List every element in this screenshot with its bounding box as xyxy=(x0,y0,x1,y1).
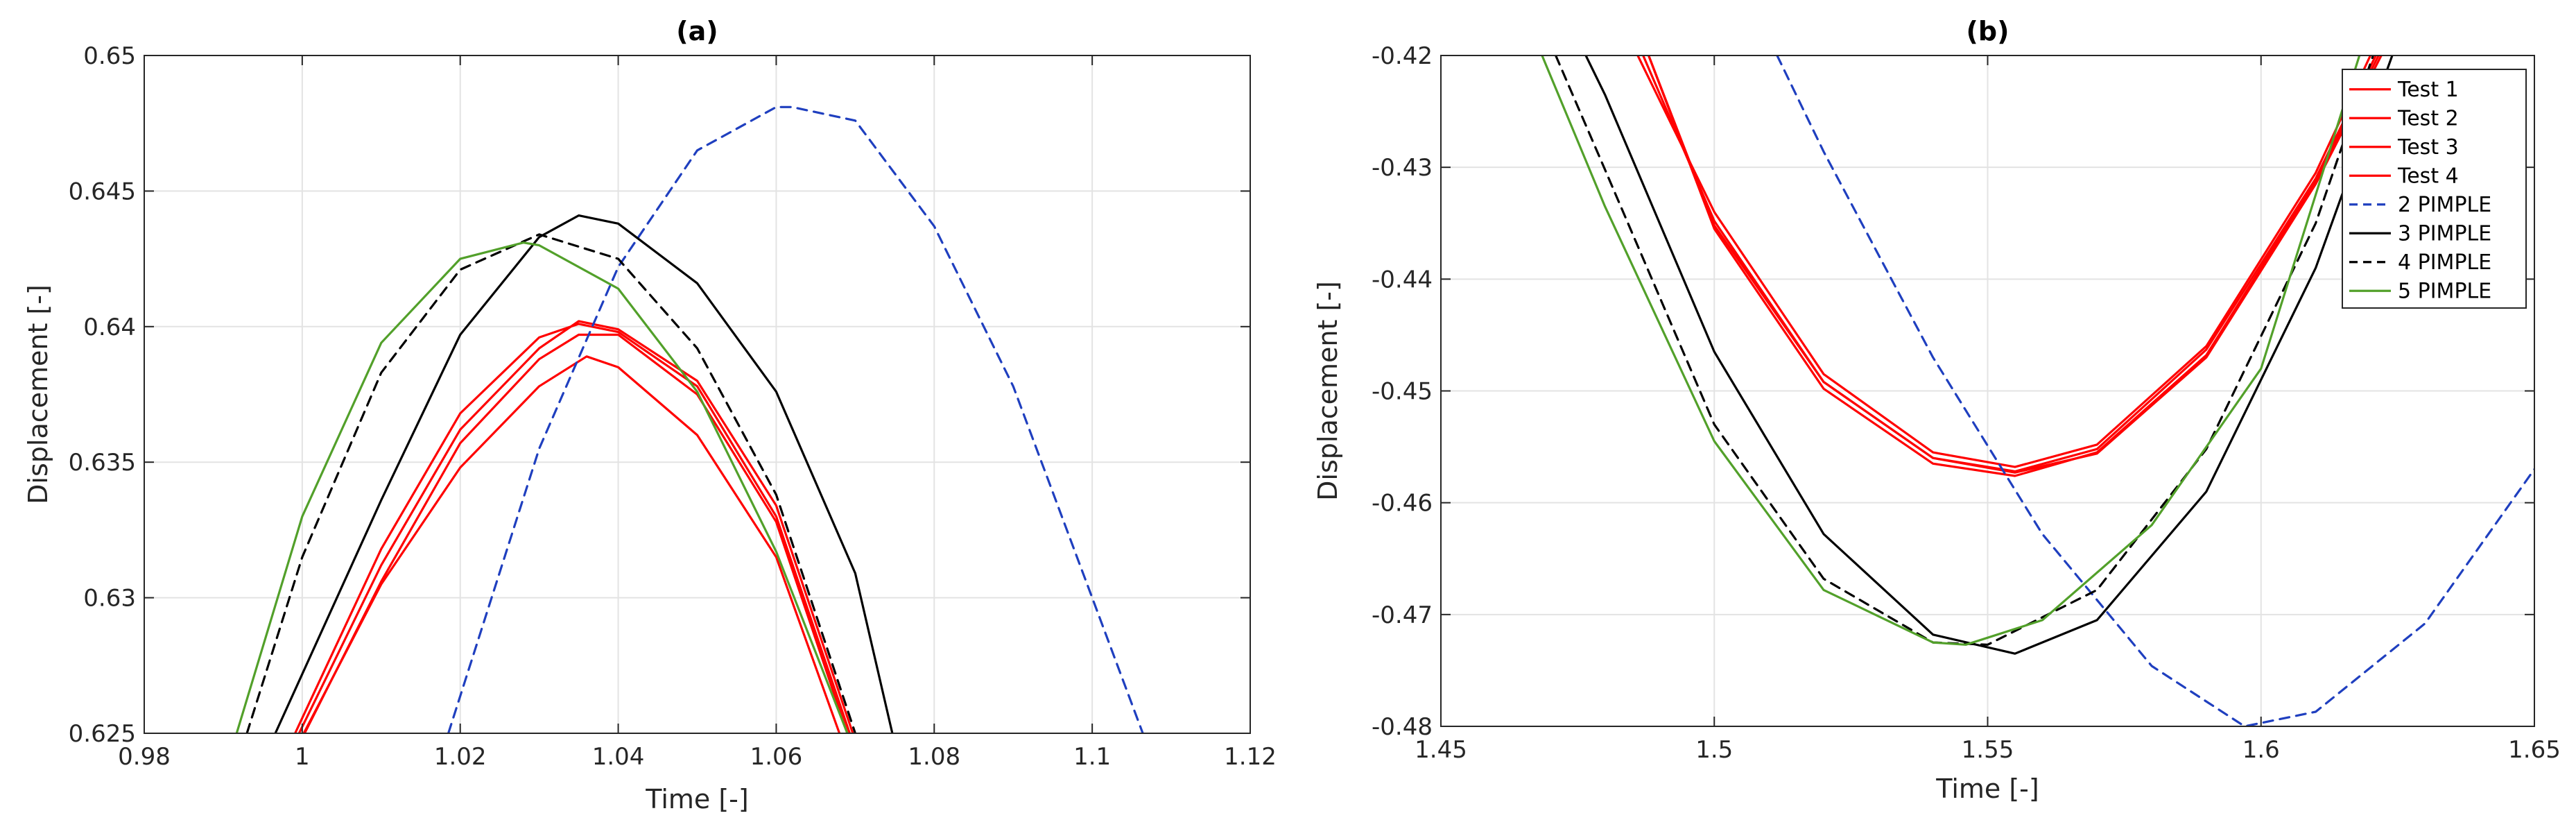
x-tick-label: 1.55 xyxy=(1962,736,2014,764)
y-tick-label: 0.64 xyxy=(83,314,136,341)
y-tick-label: 0.65 xyxy=(83,42,136,70)
series-line-test-4 xyxy=(302,355,841,733)
series-line-5-pimple xyxy=(235,241,849,733)
y-tick-label: -0.48 xyxy=(1372,713,1433,741)
legend-label-4-pimple: 4 PIMPLE xyxy=(2398,250,2491,275)
chart-panel-b: 1.45 1.5 1.55 1.6 1.65 -0.48 -0.47 -0.46 -0.45 -0… xyxy=(1313,16,2561,804)
legend: Test 1 Test 2 Test 3 Test 4 2 PIMPLE 3 PIMPLE… xyxy=(2342,69,2527,309)
y-tick-label: -0.42 xyxy=(1372,42,1433,70)
y-tick-label: 0.645 xyxy=(69,178,136,205)
legend-label-test-2: Test 2 xyxy=(2397,106,2459,130)
x-tick-label: 0.98 xyxy=(118,743,171,771)
series-group xyxy=(235,105,1144,733)
legend-label-5-pimple: 5 PIMPLE xyxy=(2398,279,2491,303)
legend-label-test-3: Test 3 xyxy=(2397,135,2459,160)
legend-label-test-1: Test 1 xyxy=(2397,78,2459,102)
y-tick-label: -0.46 xyxy=(1372,490,1433,518)
x-axis-label: Time [-] xyxy=(1935,774,2039,804)
chart-title: (b) xyxy=(1966,16,2009,46)
chart-title: (a) xyxy=(676,16,718,46)
x-tick-label: 1.08 xyxy=(908,743,960,771)
legend-label-3-pimple: 3 PIMPLE xyxy=(2398,221,2491,246)
x-tick-label: 1.5 xyxy=(1695,736,1733,764)
y-tick-label: -0.47 xyxy=(1372,601,1433,629)
x-tick-label: 1.65 xyxy=(2508,736,2561,764)
series-line-test-3 xyxy=(303,333,849,733)
y-tick-label: -0.43 xyxy=(1372,154,1433,182)
series-group xyxy=(1541,55,2534,726)
series-line-3-pimple xyxy=(274,214,894,733)
x-tick-label: 1.06 xyxy=(750,743,803,771)
series-line-4-pimple xyxy=(245,233,857,733)
chart-panel-a: 0.98 1 1.02 1.04 1.06 1.08 1.1 1.12 0.625 0.63 0.6… xyxy=(23,16,1277,814)
y-tick-label: -0.44 xyxy=(1372,266,1433,293)
axes-box xyxy=(144,55,1251,734)
x-tick-label: 1.04 xyxy=(592,743,645,771)
series-line-test-3 xyxy=(1648,55,2380,477)
legend-label-2-pimple: 2 PIMPLE xyxy=(2398,193,2491,217)
series-line-2-pimple xyxy=(1776,55,2534,726)
x-tick-label: 1.02 xyxy=(434,743,487,771)
series-line-5-pimple xyxy=(1541,55,2361,646)
series-line-test-2 xyxy=(1642,55,2377,473)
x-tick-label: 1.1 xyxy=(1073,743,1111,771)
series-line-4-pimple xyxy=(1555,55,2374,646)
y-axis-label: Displacement [-] xyxy=(1313,281,1343,501)
y-tick-label: 0.625 xyxy=(69,720,136,748)
y-tick-label: 0.635 xyxy=(69,449,136,477)
legend-label-test-4: Test 4 xyxy=(2397,164,2459,188)
y-tick-label: -0.45 xyxy=(1372,378,1433,406)
x-tick-label: 1.6 xyxy=(2242,736,2280,764)
y-tick-label: 0.63 xyxy=(83,585,136,613)
series-line-test-1 xyxy=(1636,55,2372,468)
legend-box xyxy=(2342,69,2527,309)
x-tick-label: 1.45 xyxy=(1415,736,1467,764)
y-axis-label: Displacement [-] xyxy=(23,284,53,504)
series-line-test-4 xyxy=(1648,55,2383,474)
series-line-test-2 xyxy=(294,323,852,733)
x-axis-label: Time [-] xyxy=(645,784,748,814)
x-tick-label: 1 xyxy=(295,743,310,771)
x-tick-label: 1.12 xyxy=(1224,743,1277,771)
series-line-test-1 xyxy=(297,320,854,733)
